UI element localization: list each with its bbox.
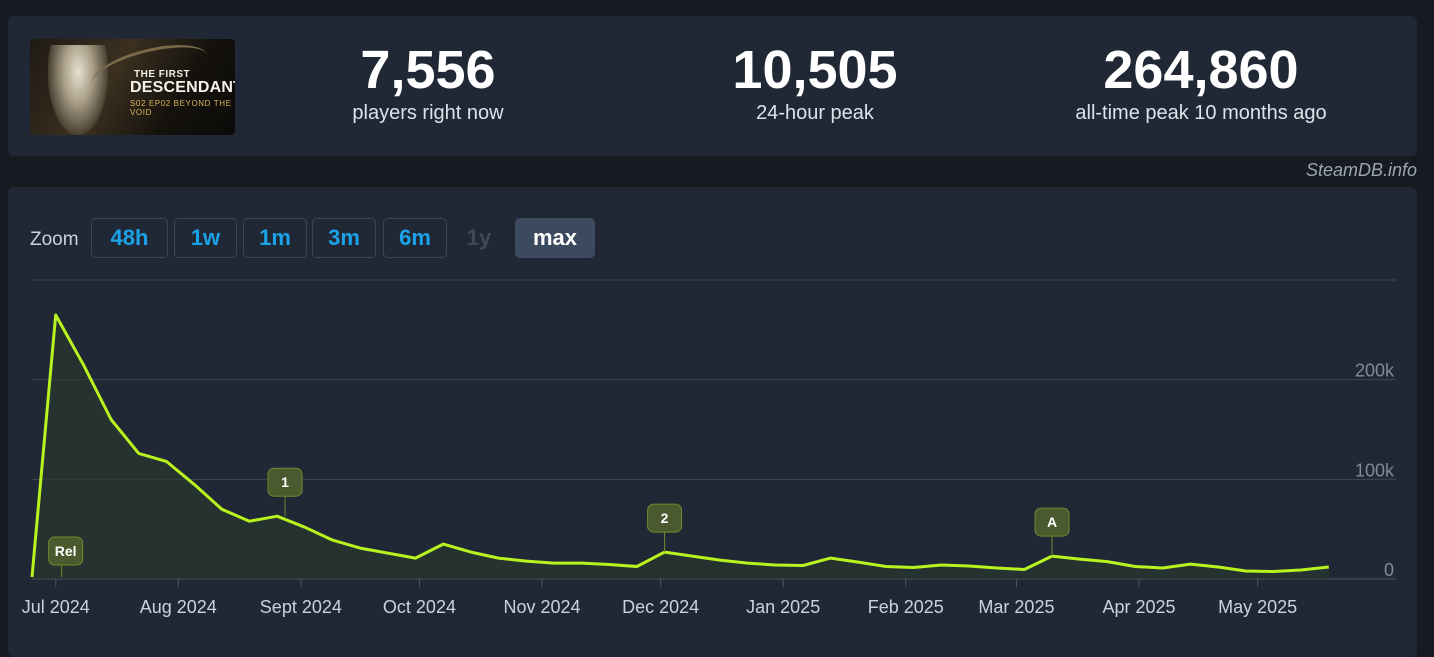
current-players-value: 7,556 [268,42,588,98]
peak-24h-value: 10,505 [655,42,975,98]
x-tick-label: Sept 2024 [260,597,342,617]
cover-subtitle: S02 EP02 BEYOND THE VOID [130,99,235,117]
current-players-label: players right now [268,102,588,125]
x-tick-label: May 2025 [1218,597,1297,617]
annotation-label: 2 [661,510,669,526]
annotation-label: A [1047,514,1057,530]
annotation-label: 1 [281,474,289,490]
stats-panel: THE FIRST DESCENDANT S02 EP02 BEYOND THE… [8,16,1417,156]
x-tick-label: Jan 2025 [746,597,820,617]
x-tick-label: Feb 2025 [868,597,944,617]
x-tick-label: Oct 2024 [383,597,456,617]
series-area-fill [32,315,1329,579]
x-tick-label: Nov 2024 [503,597,580,617]
x-tick-label: Aug 2024 [140,597,217,617]
steamdb-credit-link[interactable]: SteamDB.info [1306,160,1417,181]
all-time-peak-value: 264,860 [1041,42,1361,98]
all-time-peak-label: all-time peak 10 months ago [1041,102,1361,125]
x-tick-label: Dec 2024 [622,597,699,617]
chart-area [32,315,1329,579]
x-tick-label: Apr 2025 [1102,597,1175,617]
player-count-chart: Rel 1 2 A 0 100k 200k Jul 2024 Aug 2024 Sept 202… [8,187,1417,649]
cover-title: DESCENDANT [130,79,235,97]
y-tick-label: 100k [1355,460,1395,480]
annotation-label: Rel [55,543,77,559]
stat-current-players: 7,556 players right now [268,42,588,125]
x-tick-label: Jul 2024 [22,597,90,617]
peak-24h-label: 24-hour peak [655,102,975,125]
x-tick-label: Mar 2025 [978,597,1054,617]
game-cover-image[interactable]: THE FIRST DESCENDANT S02 EP02 BEYOND THE… [30,39,235,135]
y-tick-label: 0 [1384,560,1394,580]
y-tick-label: 200k [1355,361,1395,381]
stat-24h-peak: 10,505 24-hour peak [655,42,975,125]
stat-all-time-peak: 264,860 all-time peak 10 months ago [1041,42,1361,125]
